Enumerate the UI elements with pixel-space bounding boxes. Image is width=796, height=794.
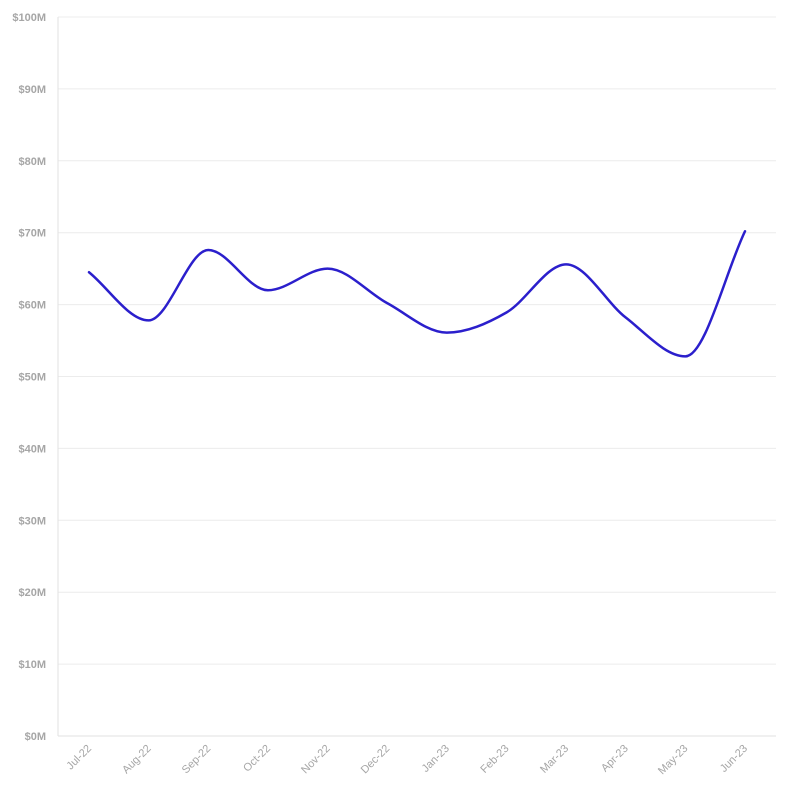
y-tick-label: $60M [18, 300, 46, 312]
y-axis-tick-labels: $0M $10M $20M $30M $40M $50M $60M $70M $80M $90M $… [12, 12, 46, 743]
series [87, 230, 747, 358]
x-tick-label: Jan-23 [420, 743, 452, 775]
x-tick-label: Jul-22 [64, 743, 94, 773]
x-tick-label: Apr-23 [599, 743, 631, 775]
x-tick-label: Mar-23 [538, 743, 571, 776]
y-tick-label: $20M [18, 587, 46, 599]
x-tick-label: Aug-22 [120, 743, 154, 777]
x-tick-label: Jun-23 [718, 743, 750, 775]
x-tick-label: Nov-22 [299, 743, 333, 777]
y-tick-label: $10M [18, 659, 46, 671]
y-tick-label: $50M [18, 372, 46, 384]
x-tick-label: Feb-23 [478, 743, 511, 776]
x-tick-label: Dec-22 [359, 743, 393, 777]
axes [57, 17, 776, 737]
y-tick-label: $100M [12, 12, 46, 24]
y-tick-label: $0M [25, 731, 46, 743]
y-tick-label: $70M [18, 228, 46, 240]
series-line [87, 230, 747, 358]
x-tick-label: Sep-22 [180, 743, 214, 777]
grid [58, 16, 776, 737]
y-tick-label: $80M [18, 156, 46, 168]
x-tick-label: Oct-22 [241, 743, 273, 775]
y-tick-label: $30M [18, 515, 46, 527]
x-tick-label: May-23 [656, 743, 690, 777]
x-axis-tick-labels: Jul-22 Aug-22 Sep-22 Oct-22 Nov-22 Dec-22 Jan-… [64, 743, 750, 777]
y-tick-label: $40M [18, 443, 46, 455]
y-tick-label: $90M [18, 84, 46, 96]
